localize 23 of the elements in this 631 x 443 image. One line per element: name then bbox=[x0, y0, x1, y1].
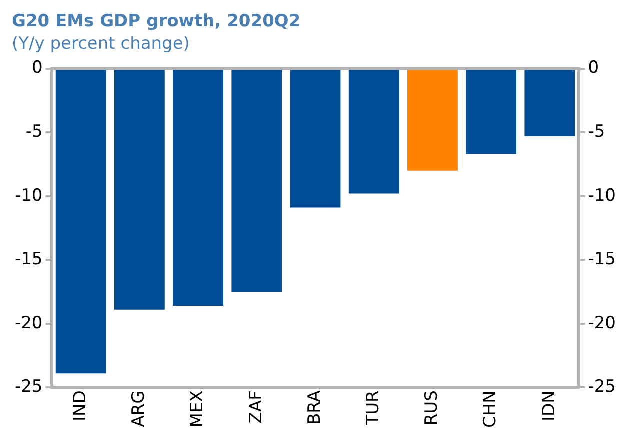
y-tick-label: -10 bbox=[14, 186, 43, 206]
x-tick-label: IDN bbox=[539, 390, 560, 422]
chart-title: G20 EMs GDP growth, 2020Q2 bbox=[12, 12, 301, 32]
chart-subtitle: (Y/y percent change) bbox=[12, 34, 190, 54]
y2-tick-label: -15 bbox=[588, 250, 616, 270]
y-tick-label: 0 bbox=[32, 58, 43, 78]
x-tick-label: BRA bbox=[304, 390, 325, 426]
x-tick-label: IND bbox=[70, 390, 90, 422]
y2-tick-label: -10 bbox=[588, 186, 616, 206]
y-tick-label: -5 bbox=[26, 122, 43, 142]
x-tick-label: CHN bbox=[480, 390, 501, 428]
y2-tick-label: 0 bbox=[588, 58, 600, 78]
x-tick-label: MEX bbox=[188, 390, 208, 428]
y2-tick-label: -5 bbox=[588, 122, 606, 142]
y2-tick-label: -25 bbox=[588, 377, 616, 398]
x-tick-label: RUS bbox=[422, 390, 442, 426]
y-tick-label: -20 bbox=[14, 313, 43, 334]
x-tick-label: ARG bbox=[129, 390, 150, 428]
x-tick-label: ZAF bbox=[246, 390, 266, 424]
x-tick-label: TUR bbox=[364, 390, 384, 426]
y-tick-label: -15 bbox=[14, 250, 43, 270]
y2-tick-label: -20 bbox=[588, 313, 616, 334]
y-tick-label: -25 bbox=[14, 377, 43, 398]
